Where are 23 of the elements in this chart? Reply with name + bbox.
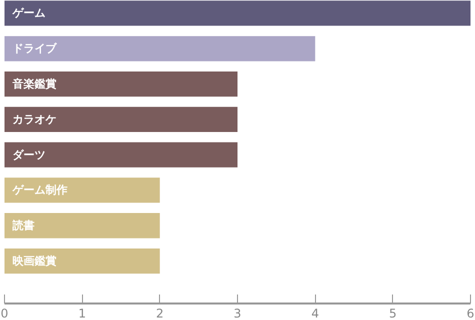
y-tick-label: ゲーム xyxy=(11,6,46,20)
bar xyxy=(4,142,238,168)
bar xyxy=(4,213,160,238)
x-tick-label: 5 xyxy=(389,306,397,320)
x-tick-label: 3 xyxy=(234,306,242,320)
bar xyxy=(4,36,316,62)
x-tick-label: 1 xyxy=(78,306,86,320)
y-tick-label: ゲーム制作 xyxy=(11,184,68,197)
bar xyxy=(4,248,160,274)
y-tick-label: 読書 xyxy=(11,219,34,232)
bar xyxy=(4,71,238,97)
y-tick-label: ドライブ xyxy=(12,42,58,56)
bar xyxy=(4,0,470,26)
x-tick-label: 4 xyxy=(311,306,319,320)
x-tick-label: 2 xyxy=(156,306,164,320)
y-tick-label: 音楽鑑賞 xyxy=(11,78,56,91)
x-tick-label: 0 xyxy=(0,306,8,320)
y-tick-label: 映画鑑賞 xyxy=(12,254,56,268)
x-tick-label: 6 xyxy=(466,306,474,320)
y-tick-label: カラオケ xyxy=(12,112,56,126)
bar xyxy=(4,178,160,203)
bar xyxy=(4,106,238,132)
y-tick-label: ダーツ xyxy=(12,148,46,162)
